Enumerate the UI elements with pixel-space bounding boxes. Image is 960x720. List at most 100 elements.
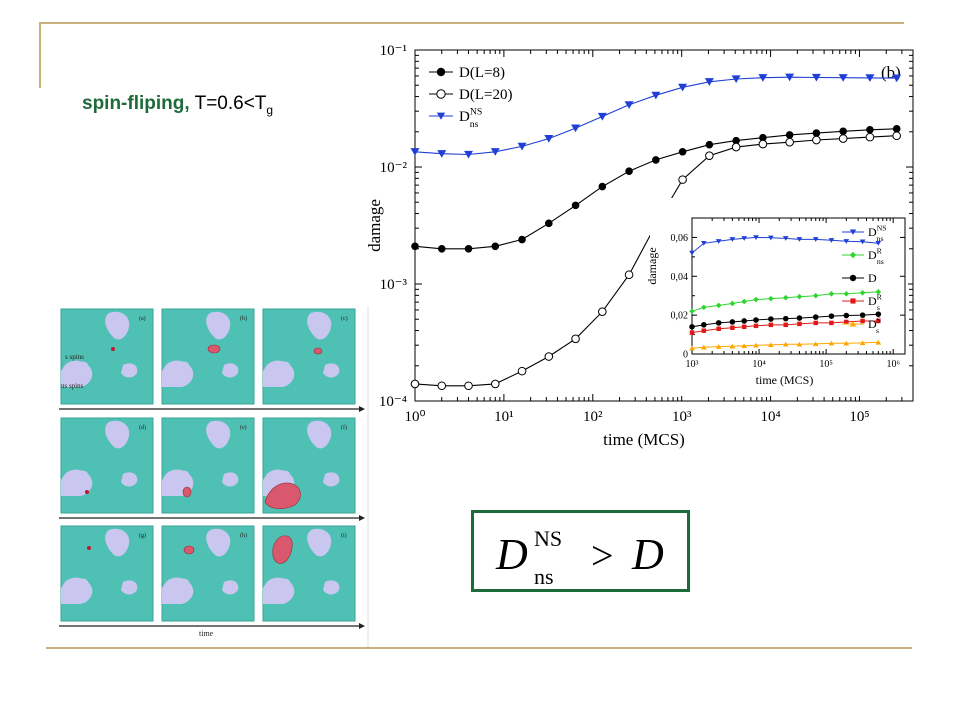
data-point (849, 229, 857, 235)
data-point (753, 235, 759, 240)
x-tick-label: 10² (583, 409, 603, 425)
data-point (796, 315, 803, 321)
y-tick-label: 0,06 (671, 233, 689, 244)
data-point (731, 75, 741, 84)
data-point (796, 341, 803, 347)
data-point (689, 324, 695, 330)
data-point (782, 315, 789, 322)
formula-relation: > (591, 533, 614, 578)
data-point (768, 316, 774, 322)
data-point (701, 322, 707, 328)
data-point (860, 318, 865, 324)
data-point (651, 91, 661, 100)
data-point (782, 341, 789, 347)
data-point (729, 237, 736, 242)
legend-label: D(L=20) (459, 87, 512, 103)
data-point (785, 73, 795, 82)
data-point (875, 289, 882, 295)
data-point (797, 321, 802, 327)
data-point (741, 324, 747, 330)
data-point (598, 182, 607, 191)
data-point (715, 320, 722, 326)
panel-label: (g) (139, 532, 146, 539)
data-point (753, 317, 759, 323)
series-line (691, 341, 879, 349)
data-point (716, 326, 721, 331)
slide-title: spin-fliping, T=0.6<Tg (82, 93, 273, 117)
y-tick-label: 10⁻² (380, 160, 408, 176)
damage-cluster (207, 344, 221, 354)
damage-cluster (313, 347, 323, 355)
data-point (892, 74, 902, 83)
data-point (768, 235, 774, 241)
data-point (715, 344, 722, 349)
data-point (715, 239, 722, 244)
x-axis-label: time (MCS) (603, 430, 685, 449)
data-point (436, 67, 446, 77)
data-point (843, 340, 850, 346)
data-point (838, 74, 848, 82)
data-point (844, 319, 849, 325)
time-arrow-head (359, 406, 365, 412)
data-point (678, 147, 687, 156)
data-point (715, 302, 722, 309)
data-point (785, 131, 794, 139)
data-point (689, 250, 695, 256)
data-point (828, 313, 835, 319)
inset-series-triangle-up (689, 339, 882, 351)
x-tick-label: 10³ (686, 359, 699, 370)
x-tick-label: 10⁴ (760, 409, 780, 425)
data-point (410, 379, 420, 389)
damage-seed (87, 546, 91, 550)
data-point (850, 298, 856, 304)
inset-series-filled-circle (689, 311, 882, 330)
y-tick-label: 0,02 (671, 311, 689, 322)
x-tick-label: 10³ (672, 409, 692, 425)
data-point (701, 328, 707, 333)
data-point (545, 219, 553, 228)
snapshot-panel: (f) (262, 417, 356, 514)
data-point (865, 74, 875, 82)
data-point (828, 340, 835, 346)
legend-label: DR ns (868, 247, 884, 266)
data-point (436, 89, 446, 99)
legend-label: D(L=8) (459, 65, 505, 81)
data-point (828, 238, 835, 243)
data-point (758, 74, 768, 82)
data-point (753, 342, 759, 348)
damage-seed (111, 347, 115, 351)
left-rule (39, 22, 41, 88)
time-label: time (199, 629, 214, 638)
data-point (517, 366, 527, 376)
data-point (490, 148, 500, 156)
data-point (729, 343, 736, 349)
inset-series-square (689, 318, 881, 335)
panel-label: (b) (240, 315, 247, 322)
y-tick-label: 10⁻¹ (380, 43, 407, 59)
data-point (517, 142, 527, 151)
data-point (812, 341, 819, 347)
formula-rhs: D (631, 530, 664, 579)
panel-label: (i) (341, 532, 347, 539)
y-tick-label: 10⁻³ (380, 277, 408, 293)
damage-cluster (272, 535, 293, 564)
data-point (866, 125, 874, 134)
data-point (437, 381, 447, 391)
data-point (705, 151, 714, 160)
snapshot-panel: (e) (161, 417, 255, 514)
series-filled-circle (411, 125, 901, 253)
data-point (625, 167, 633, 176)
data-point (624, 270, 634, 280)
data-point (701, 344, 707, 350)
data-point (812, 135, 821, 145)
data-point (544, 352, 554, 361)
x-axis-label: time (MCS) (756, 373, 814, 387)
data-point (464, 381, 473, 391)
snapshot-panel: (d) (60, 417, 154, 514)
legend-label: DNS ns (868, 224, 887, 243)
data-point (759, 133, 767, 142)
data-point (849, 321, 857, 327)
data-point (849, 274, 857, 282)
data-point (849, 251, 857, 259)
snapshot-panel: (g) (60, 525, 154, 622)
